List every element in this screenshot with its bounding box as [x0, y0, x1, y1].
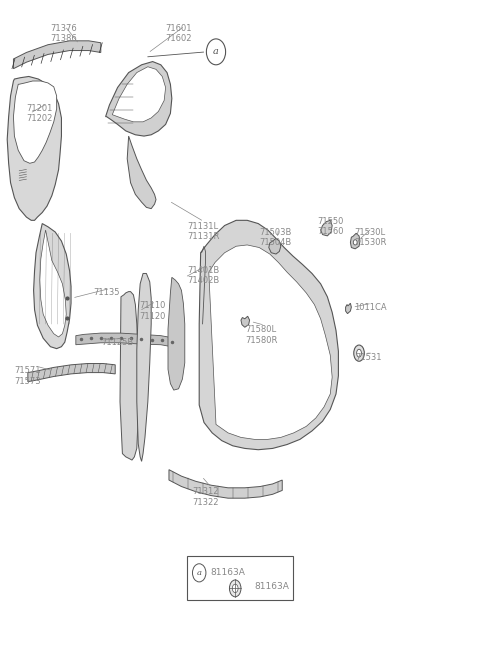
Polygon shape [127, 136, 156, 209]
Polygon shape [76, 333, 177, 349]
Polygon shape [321, 220, 332, 236]
Ellipse shape [354, 345, 364, 362]
Text: 81163A: 81163A [254, 582, 289, 591]
Polygon shape [106, 62, 172, 136]
Polygon shape [13, 81, 57, 163]
Polygon shape [13, 41, 101, 69]
Circle shape [353, 240, 357, 245]
Text: 71110
71120: 71110 71120 [139, 301, 166, 321]
Text: 71125B: 71125B [101, 338, 133, 347]
Ellipse shape [357, 349, 361, 357]
Text: a: a [197, 569, 202, 577]
Polygon shape [137, 273, 151, 461]
Polygon shape [120, 292, 138, 460]
Text: 71530L
71530R: 71530L 71530R [354, 228, 386, 248]
Circle shape [192, 564, 206, 582]
Text: 71531: 71531 [355, 353, 382, 362]
Polygon shape [28, 364, 115, 382]
Polygon shape [199, 220, 338, 450]
Polygon shape [346, 303, 351, 314]
Polygon shape [168, 277, 185, 390]
Text: 81163A: 81163A [210, 568, 245, 577]
Text: 71135: 71135 [94, 288, 120, 297]
Text: 71601
71602: 71601 71602 [166, 24, 192, 43]
Polygon shape [269, 238, 281, 254]
Text: 71580L
71580R: 71580L 71580R [245, 325, 277, 345]
Text: 1011CA: 1011CA [354, 303, 387, 312]
Polygon shape [209, 245, 332, 439]
Text: 71401B
71402B: 71401B 71402B [187, 266, 219, 285]
FancyBboxPatch shape [187, 556, 293, 600]
Circle shape [206, 39, 226, 65]
Text: a: a [213, 47, 219, 56]
Polygon shape [7, 76, 61, 220]
Polygon shape [350, 233, 360, 249]
Polygon shape [40, 230, 66, 337]
Text: 71201
71202: 71201 71202 [26, 104, 53, 123]
Polygon shape [169, 470, 282, 498]
Text: 71131L
71131R: 71131L 71131R [187, 222, 219, 241]
Polygon shape [112, 67, 166, 122]
Ellipse shape [232, 584, 238, 592]
Text: 71503B
71504B: 71503B 71504B [259, 228, 291, 248]
Text: 71376
71386: 71376 71386 [50, 24, 77, 43]
Text: 71571
71573: 71571 71573 [14, 366, 41, 386]
Polygon shape [34, 224, 71, 349]
Ellipse shape [229, 580, 241, 597]
Text: 71312
71322: 71312 71322 [192, 487, 218, 507]
Polygon shape [241, 316, 250, 327]
Text: 71550
71560: 71550 71560 [317, 217, 343, 237]
